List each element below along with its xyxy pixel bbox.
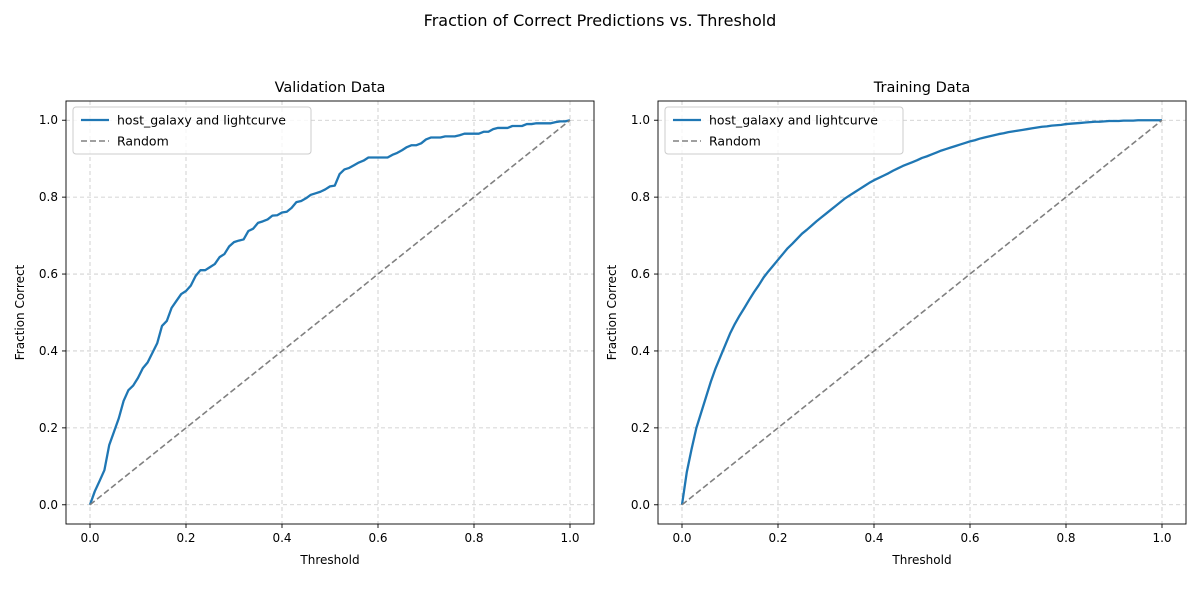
training-chart-title: Training Data	[873, 80, 970, 96]
training-legend-label: Random	[709, 134, 761, 149]
validation-x-tick-label: 0.8	[464, 531, 483, 545]
validation-y-tick-label: 0.8	[39, 190, 58, 204]
figure-suptitle: Fraction of Correct Predictions vs. Thre…	[424, 11, 777, 30]
training-chart: 0.0 0.2 0.4 0.6 0.8 1.0 0.0 0.2 0.4 0.6 0.8 1.0 Trai…	[605, 80, 1187, 567]
training-y-tick-label: 0.2	[631, 421, 650, 435]
training-x-tick-label: 0.2	[768, 531, 787, 545]
training-legend: host_galaxy and lightcurve Random	[664, 106, 904, 155]
validation-legend-label: Random	[117, 134, 169, 149]
training-y-axis-label: Fraction Correct	[605, 264, 619, 360]
validation-y-axis-label: Fraction Correct	[13, 264, 27, 360]
validation-axes-frame	[65, 100, 595, 525]
validation-x-tick-label: 0.0	[80, 531, 99, 545]
training-y-tick-label: 0.4	[631, 344, 650, 358]
validation-chart-title: Validation Data	[275, 80, 386, 96]
training-y-tick-label: 0.8	[631, 190, 650, 204]
validation-x-tick-label: 0.4	[272, 531, 291, 545]
training-legend-label: host_galaxy and lightcurve	[709, 113, 878, 128]
validation-y-tick-label: 0.0	[39, 498, 58, 512]
validation-x-tick-label: 0.2	[176, 531, 195, 545]
training-y-tick-label: 0.6	[631, 267, 650, 281]
training-x-tick-label: 0.4	[864, 531, 883, 545]
validation-legend: host_galaxy and lightcurve Random	[72, 106, 312, 155]
training-y-tick-label: 0.0	[631, 498, 650, 512]
training-legend-box	[664, 106, 904, 155]
validation-y-tick-label: 0.6	[39, 267, 58, 281]
validation-y-tick-label: 1.0	[39, 113, 58, 127]
training-x-tick-label: 1.0	[1152, 531, 1171, 545]
validation-x-axis-label: Threshold	[299, 553, 359, 567]
training-series-line	[680, 119, 1162, 505]
validation-chart: 0.0 0.2 0.4 0.6 0.8 1.0 0.0 0.2 0.4 0.6 0.8 1.0 Vali…	[13, 80, 595, 567]
training-x-tick-label: 0.0	[672, 531, 691, 545]
validation-x-tick-label: 0.6	[368, 531, 387, 545]
training-y-tick-label: 1.0	[631, 113, 650, 127]
validation-y-tick-label: 0.2	[39, 421, 58, 435]
validation-y-tick-label: 0.4	[39, 344, 58, 358]
training-axes-frame	[657, 100, 1187, 525]
validation-x-tick-label: 1.0	[560, 531, 579, 545]
validation-series-line	[88, 119, 571, 506]
training-x-tick-label: 0.8	[1056, 531, 1075, 545]
validation-random-line	[89, 119, 571, 506]
validation-legend-label: host_galaxy and lightcurve	[117, 113, 286, 128]
training-x-axis-label: Threshold	[891, 553, 951, 567]
training-random-line	[681, 119, 1163, 506]
validation-legend-box	[72, 106, 312, 155]
training-x-tick-label: 0.6	[960, 531, 979, 545]
